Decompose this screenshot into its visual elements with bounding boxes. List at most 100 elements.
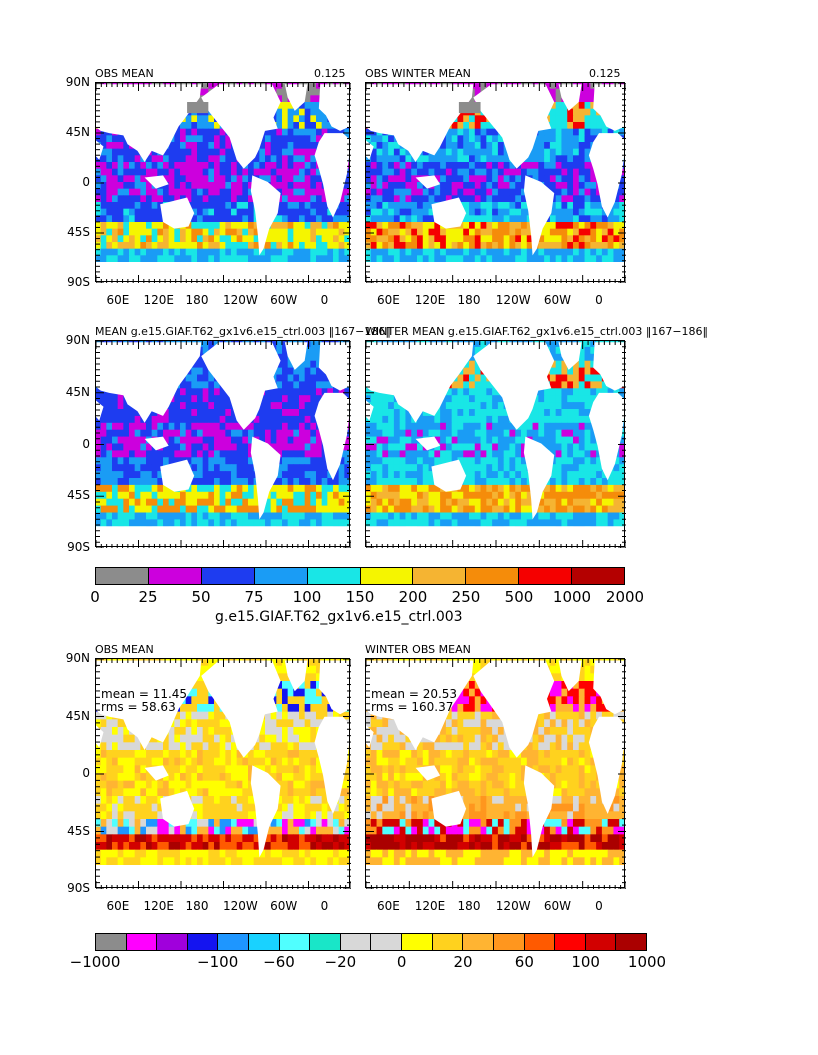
lat-tick-label: 0 [82,766,90,780]
colorbar-swatch [126,934,158,950]
lat-tick-label: 90N [65,333,90,347]
landmass [284,342,308,370]
landmass [473,660,555,758]
lon-tick-label: 120W [222,899,258,913]
colorbar-label: 0 [90,588,100,606]
landmass [318,342,350,391]
colorbar-swatch [157,934,188,950]
lat-tick-label: 0 [82,436,90,451]
map-field [95,340,350,547]
panel-title: OBS WINTER MEAN [365,67,471,80]
colorbar-label: −20 [324,953,357,971]
colorbar-label: 500 [504,588,534,606]
landmass [365,865,625,888]
landmass [95,342,202,423]
colorbar-label: 20 [453,953,473,971]
landmass [95,84,202,162]
colorbar-label: −1000 [69,953,121,971]
colorbar-label: 200 [398,588,428,606]
landmass [144,175,169,189]
landmass [593,660,625,715]
map-panel-obs-winter [365,82,625,282]
landmass [160,459,195,492]
landmass [558,660,582,692]
landmass [201,84,281,169]
nodata-patch [187,102,209,114]
lon-tick-label: 180 [185,899,209,913]
landmass [588,133,625,218]
landmass [523,175,555,256]
landmass [588,392,625,481]
landmass [365,526,625,547]
landmass [365,262,625,282]
map-field [365,82,625,282]
landmass [588,716,625,814]
lon-tick-label: 60E [376,899,400,913]
lat-tick-label: 45N [65,125,90,139]
landmass [415,175,441,189]
mean-label: mean = 20.53 [371,687,458,701]
lat-tick-label: 90S [67,275,90,289]
lon-tick-label: 60W [543,899,571,913]
lat-tick-label: 45S [67,823,90,838]
landmass [318,84,350,131]
colorbar-swatch [493,934,525,950]
lon-tick-label: 120E [143,293,175,307]
landmass [284,84,308,111]
colorbar-swatch [524,934,556,950]
map-panel-diff-mean [95,658,350,888]
colorbar-swatch [572,568,625,584]
lat-tick-label: 90S [67,540,90,554]
landmass [95,865,350,888]
landmass [201,660,281,758]
colorbar-swatch [96,934,127,950]
landmass [558,342,582,370]
landmass [95,262,350,282]
lon-tick-label: 120E [143,899,175,913]
landmass [523,765,555,858]
lon-tick-label: 180 [457,899,481,913]
colorbar-swatch [402,934,433,950]
panel-title: OBS MEAN [95,643,154,656]
colorbar-swatch [310,934,341,950]
colorbar-top [95,567,625,585]
colorbar-swatch [307,568,361,584]
lon-tick-label: 60W [270,899,298,913]
colorbar-label: 25 [138,588,158,606]
colorbar-swatch [585,934,617,950]
map-field [365,340,625,547]
map-field [95,658,350,888]
colorbar-swatch [519,568,573,584]
lon-tick-label: 180 [457,293,481,307]
landmass [314,133,350,218]
colorbar-swatch [463,934,494,950]
landmass [431,197,467,229]
landmass [95,526,350,547]
panel-title: WINTER MEAN g.e15.GIAF.T62_gx1v6.e15_ctr… [365,325,709,338]
nodata-patch [458,102,481,114]
landmass [144,765,169,781]
colorbar-swatch [360,568,414,584]
landmass [250,765,281,858]
colorbar-label: −100 [197,953,239,971]
rms-label: rms = 160.37 [371,700,454,714]
map-panel-model-mean [95,340,350,547]
landmass [558,84,582,111]
lon-tick-label: 60W [543,293,571,307]
map-field [95,82,350,282]
colorbar-title: g.e15.GIAF.T62_gx1v6.e15_ctrl.003 [215,609,463,625]
map-field [365,658,625,888]
colorbar-label: 150 [345,588,375,606]
lon-tick-label: 60E [376,293,400,307]
lat-tick-label: 0 [82,175,90,189]
landmass [250,436,281,520]
lat-tick-label: 90N [65,651,90,665]
lon-tick-label: 60W [270,293,298,307]
mean-label: mean = 11.45 [101,687,188,701]
colorbar-label: 100 [571,953,600,971]
lon-tick-label: 120W [495,899,531,913]
landmass [160,790,195,827]
panel-title: OBS MEAN [95,67,154,80]
map-panel-model-winter [365,340,625,547]
colorbar-label: 1000 [552,588,592,606]
